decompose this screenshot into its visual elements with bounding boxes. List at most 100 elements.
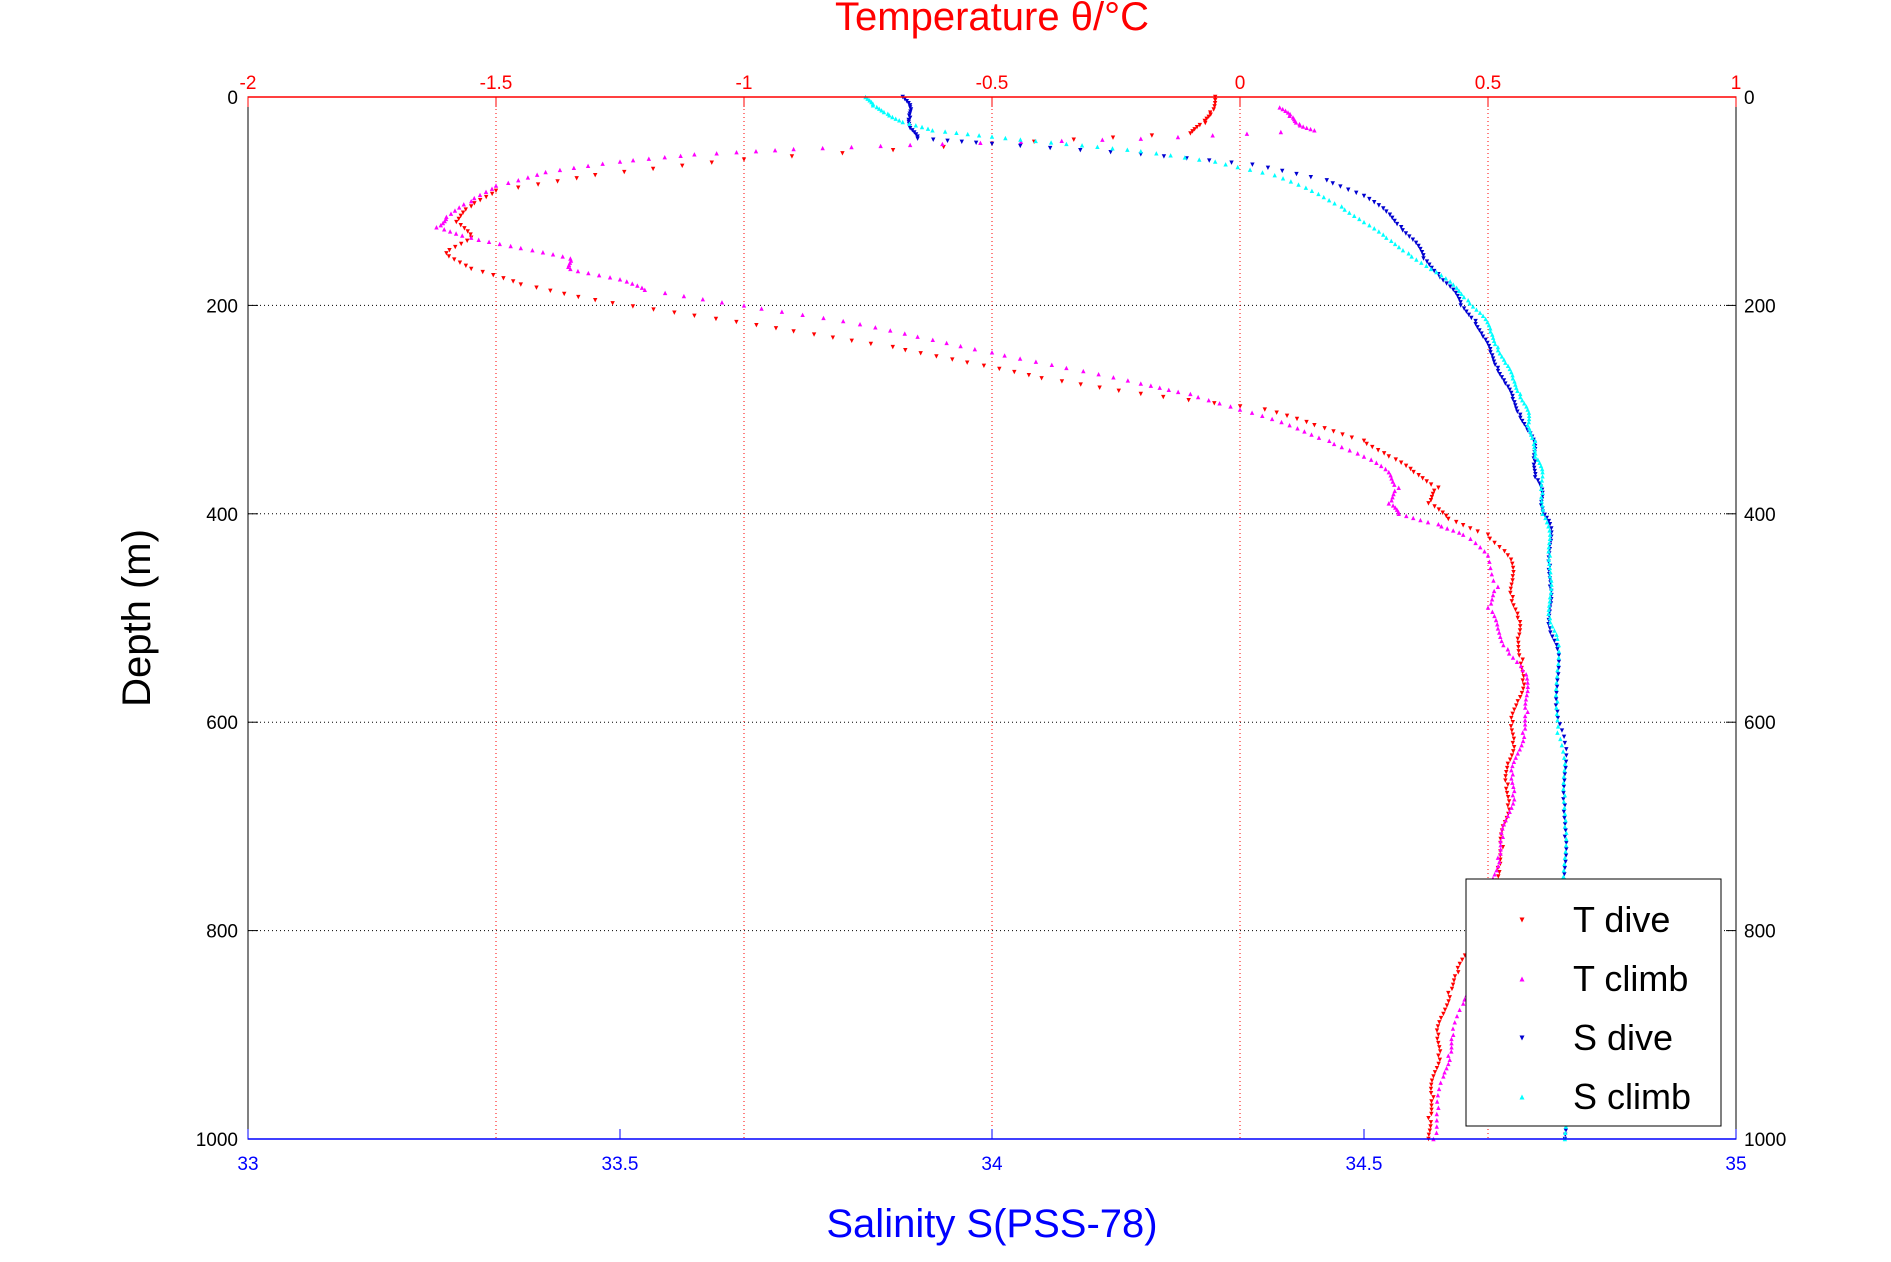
data-point [1562, 834, 1568, 840]
data-point [1495, 368, 1501, 374]
data-point [907, 142, 913, 148]
data-point [1445, 526, 1450, 531]
data-point [1437, 1020, 1442, 1025]
data-point [1561, 780, 1566, 785]
data-point [1436, 1053, 1441, 1058]
data-point [1324, 178, 1329, 183]
data-point [1488, 350, 1493, 355]
data-point [518, 282, 523, 287]
data-point [1419, 250, 1425, 255]
data-point [1294, 416, 1300, 422]
data-point [1556, 661, 1561, 667]
data-point [1561, 734, 1567, 739]
data-point [753, 148, 759, 154]
data-point [1540, 474, 1545, 479]
data-point [1367, 222, 1372, 228]
data-point [1458, 303, 1463, 308]
bottom-tick-label: 35 [1725, 1154, 1746, 1175]
data-point [1466, 312, 1472, 317]
data-point [1026, 373, 1032, 378]
top-tick-label: -1.5 [480, 73, 513, 94]
data-point [534, 285, 539, 290]
data-point [610, 301, 615, 306]
data-point [1564, 753, 1569, 758]
data-point [881, 109, 887, 115]
data-point [1563, 859, 1568, 865]
data-point [1500, 826, 1505, 831]
data-point [516, 185, 521, 190]
data-point [1154, 151, 1159, 156]
data-point [1507, 757, 1513, 762]
data-point [1338, 184, 1343, 189]
data-point [1449, 1040, 1454, 1046]
data-point [575, 268, 581, 274]
data-point [692, 152, 697, 157]
data-point [849, 144, 854, 150]
data-point [1247, 167, 1253, 172]
data-point [1469, 315, 1474, 321]
data-point [1213, 97, 1218, 103]
data-point [447, 247, 452, 253]
data-point [1378, 463, 1384, 469]
data-point [1562, 778, 1567, 783]
data-point [1478, 544, 1483, 550]
data-point [1485, 532, 1491, 537]
data-point [1418, 246, 1423, 252]
data-point [1302, 429, 1307, 434]
data-point [476, 237, 481, 242]
legend-label: T climb [1573, 958, 1688, 999]
data-point [1556, 642, 1562, 648]
data-point [1540, 469, 1545, 475]
data-point [791, 146, 796, 152]
data-point [1511, 736, 1517, 742]
data-point [1390, 494, 1395, 500]
data-point [1562, 872, 1567, 877]
data-point [1249, 410, 1255, 415]
data-point [1525, 684, 1531, 689]
data-point [1509, 369, 1514, 375]
data-point [1498, 634, 1503, 639]
data-point [1392, 482, 1397, 487]
data-point [1490, 356, 1496, 361]
y-tick-label-left: 800 [206, 922, 238, 943]
data-point [1444, 1065, 1449, 1071]
data-point [622, 169, 627, 175]
data-point [1429, 1078, 1435, 1083]
data-point [890, 147, 896, 153]
legend-marker [1519, 1094, 1525, 1100]
data-point [1554, 711, 1560, 717]
data-point [444, 251, 449, 256]
data-point [1555, 730, 1560, 735]
data-point [1346, 187, 1351, 192]
data-point [462, 226, 467, 231]
data-point [1495, 348, 1501, 353]
data-point [1522, 713, 1528, 719]
data-point [457, 260, 463, 265]
data-point [1331, 429, 1336, 434]
data-point [1537, 460, 1542, 465]
data-point [1064, 365, 1069, 371]
y-tick-label-left: 600 [206, 713, 238, 734]
data-point [1347, 448, 1352, 453]
data-point [1447, 279, 1453, 284]
data-point [841, 318, 846, 324]
data-point [506, 180, 511, 186]
data-point [639, 285, 645, 290]
data-point [1451, 287, 1456, 292]
data-point [1547, 565, 1553, 571]
data-point [1523, 705, 1528, 710]
data-point [1523, 701, 1528, 706]
data-point [1497, 371, 1503, 377]
legend-label: T dive [1573, 899, 1670, 940]
data-point [1435, 1024, 1441, 1029]
data-point [518, 245, 523, 251]
data-point [1510, 763, 1515, 769]
data-point [460, 233, 465, 238]
data-point [1441, 1011, 1446, 1017]
data-point [1464, 309, 1469, 314]
data-point [1389, 238, 1394, 243]
data-point [617, 159, 623, 164]
data-point [1540, 507, 1546, 512]
data-point [1474, 307, 1479, 312]
data-point [1510, 594, 1515, 600]
